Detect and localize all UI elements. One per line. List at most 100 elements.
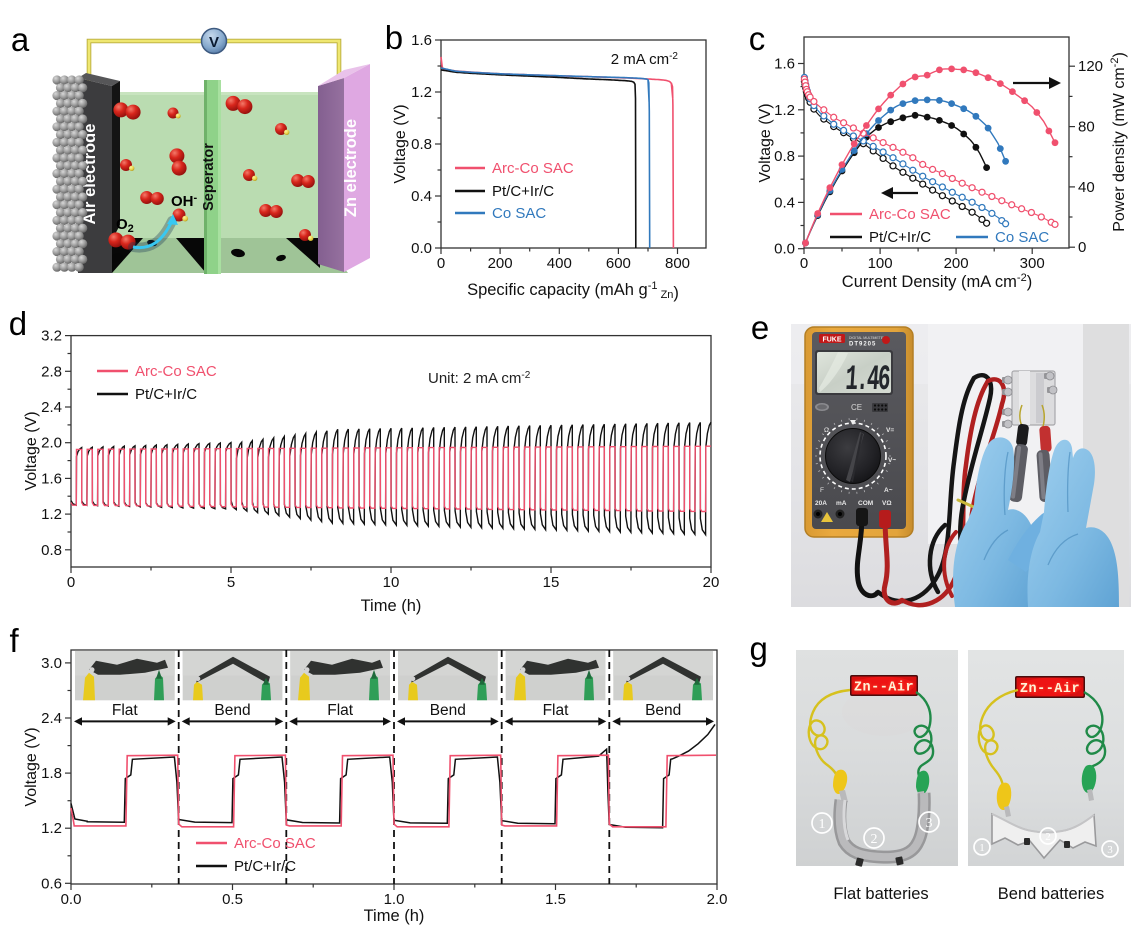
svg-text:2 mA cm-2: 2 mA cm-2: [611, 51, 679, 68]
svg-text:Bend: Bend: [430, 702, 466, 719]
svg-text:Flat: Flat: [543, 702, 570, 719]
svg-text:100: 100: [868, 255, 893, 272]
svg-text:3.2: 3.2: [41, 328, 62, 345]
svg-text:1.2: 1.2: [41, 820, 62, 837]
svg-text:Arc-Co SAC: Arc-Co SAC: [234, 835, 316, 852]
svg-text:1.8: 1.8: [41, 765, 62, 782]
svg-text:Bend: Bend: [214, 702, 250, 719]
svg-text:2.0: 2.0: [41, 435, 62, 452]
svg-text:Bend: Bend: [645, 702, 681, 719]
svg-text:Pt/C+Ir/C: Pt/C+Ir/C: [135, 386, 197, 403]
svg-text:Power density (mW cm-2): Power density (mW cm-2): [1109, 52, 1128, 232]
svg-text:Seperator: Seperator: [201, 143, 217, 211]
svg-text:DT9205: DT9205: [849, 342, 876, 348]
svg-text:FUKE: FUKE: [822, 337, 841, 344]
svg-text:0.8: 0.8: [774, 148, 795, 165]
svg-text:Pt/C+Ir/C: Pt/C+Ir/C: [234, 858, 296, 875]
svg-text:Unit: 2 mA cm-2: Unit: 2 mA cm-2: [428, 370, 531, 387]
svg-text:Time (h): Time (h): [364, 907, 425, 925]
svg-text:3.0: 3.0: [41, 655, 62, 672]
svg-text:Pt/C+Ir/C: Pt/C+Ir/C: [492, 183, 554, 200]
svg-text:Zn--Air: Zn--Air: [1020, 682, 1080, 697]
svg-text:Zn electrode: Zn electrode: [342, 119, 360, 217]
svg-text:0.0: 0.0: [774, 241, 795, 258]
svg-text:Arc-Co SAC: Arc-Co SAC: [135, 363, 217, 380]
svg-text:0.0: 0.0: [61, 891, 82, 908]
svg-text:1.6: 1.6: [41, 470, 62, 487]
svg-text:2.0: 2.0: [707, 891, 728, 908]
svg-text:300: 300: [1020, 255, 1045, 272]
svg-text:15: 15: [543, 574, 560, 591]
svg-text:1.2: 1.2: [41, 506, 62, 523]
svg-text:Zn--Air: Zn--Air: [854, 681, 914, 696]
svg-text:mA: mA: [836, 500, 847, 507]
svg-text:3: 3: [926, 816, 933, 831]
svg-text:0.6: 0.6: [41, 875, 62, 892]
svg-text:0.4: 0.4: [411, 188, 432, 205]
svg-text:Specific capacity (mAh g-1 Zn): Specific capacity (mAh g-1 Zn): [467, 280, 679, 302]
svg-text:600: 600: [606, 255, 631, 272]
svg-text:800: 800: [665, 255, 690, 272]
svg-text:Arc-Co SAC: Arc-Co SAC: [869, 206, 951, 223]
svg-text:20: 20: [703, 574, 720, 591]
svg-text:0: 0: [67, 574, 75, 591]
svg-text:DIGITAL MULTIMETER: DIGITAL MULTIMETER: [849, 336, 886, 340]
svg-text:0.0: 0.0: [411, 240, 432, 257]
svg-text:1.46: 1.46: [844, 360, 890, 400]
svg-text:COM: COM: [858, 500, 873, 507]
svg-text:1.2: 1.2: [774, 102, 795, 119]
svg-text:CE: CE: [851, 403, 862, 412]
svg-text:80: 80: [1078, 119, 1095, 136]
svg-text:V=: V=: [886, 427, 894, 434]
svg-text:1.5: 1.5: [545, 891, 566, 908]
svg-text:1: 1: [979, 842, 985, 854]
svg-text:Voltage (V): Voltage (V): [757, 103, 774, 182]
svg-text:1.2: 1.2: [411, 84, 432, 101]
svg-text:1.0: 1.0: [384, 891, 405, 908]
svg-text:0: 0: [800, 255, 808, 272]
svg-text:Flat: Flat: [327, 702, 354, 719]
svg-text:Flat batteries: Flat batteries: [833, 885, 928, 903]
svg-text:1.6: 1.6: [411, 32, 432, 49]
svg-text:V: V: [209, 34, 219, 51]
svg-text:0.5: 0.5: [222, 891, 243, 908]
svg-text:200: 200: [944, 255, 969, 272]
svg-text:Co SAC: Co SAC: [995, 229, 1049, 246]
svg-text:Ω: Ω: [824, 427, 829, 434]
svg-text:0.4: 0.4: [774, 194, 795, 211]
svg-text:10: 10: [383, 574, 400, 591]
svg-text:OH-: OH-: [171, 192, 198, 210]
svg-text:Arc-Co SAC: Arc-Co SAC: [492, 160, 574, 177]
svg-text:5: 5: [227, 574, 235, 591]
svg-text:0: 0: [1078, 239, 1086, 256]
svg-text:Voltage (V): Voltage (V): [23, 411, 40, 490]
svg-text:VΩ: VΩ: [882, 500, 892, 507]
svg-text:2.8: 2.8: [41, 363, 62, 380]
svg-text:Voltage (V): Voltage (V): [392, 104, 409, 183]
svg-text:2: 2: [871, 832, 878, 847]
svg-text:A~: A~: [884, 487, 893, 494]
svg-text:0.8: 0.8: [411, 136, 432, 153]
svg-text:Bend batteries: Bend batteries: [998, 885, 1104, 903]
svg-text:2.4: 2.4: [41, 399, 62, 416]
svg-text:Current Density (mA cm-2): Current Density (mA cm-2): [842, 272, 1032, 291]
svg-text:1: 1: [819, 817, 826, 832]
svg-text:Time (h): Time (h): [361, 597, 422, 615]
svg-text:Voltage (V): Voltage (V): [23, 727, 40, 806]
svg-text:3: 3: [1107, 844, 1113, 856]
svg-text:400: 400: [547, 255, 572, 272]
svg-text:2: 2: [1045, 831, 1051, 843]
svg-text:20A: 20A: [815, 500, 827, 507]
svg-text:F: F: [820, 487, 824, 494]
svg-text:V~: V~: [888, 457, 896, 464]
svg-text:Co SAC: Co SAC: [492, 205, 546, 222]
svg-text:2.4: 2.4: [41, 710, 62, 727]
svg-text:200: 200: [488, 255, 513, 272]
svg-text:Flat: Flat: [112, 702, 139, 719]
svg-text:120: 120: [1078, 58, 1103, 75]
svg-text:1.6: 1.6: [774, 56, 795, 73]
svg-text:0.8: 0.8: [41, 542, 62, 559]
svg-text:40: 40: [1078, 179, 1095, 196]
svg-text:Pt/C+Ir/C: Pt/C+Ir/C: [869, 229, 931, 246]
svg-text:0: 0: [437, 255, 445, 272]
